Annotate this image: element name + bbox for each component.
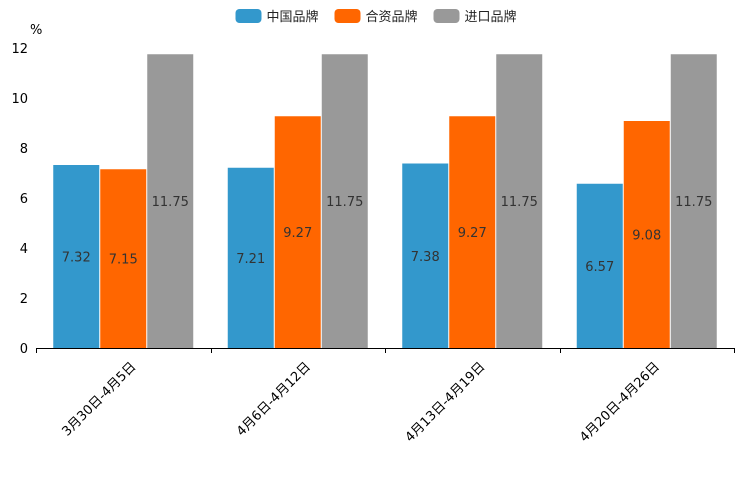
bar — [321, 54, 368, 348]
x-tick-label: 4月20日-4月26日 — [577, 360, 663, 446]
x-tick-label: 4月6日-4月12日 — [234, 360, 314, 440]
bar — [227, 167, 274, 348]
bar-value-label: 11.75 — [152, 195, 189, 210]
y-tick-label: 10 — [11, 92, 28, 107]
bar-value-label: 7.21 — [236, 252, 265, 267]
bar — [100, 169, 147, 348]
bar — [576, 183, 623, 348]
bar — [449, 116, 496, 348]
y-tick-label: 6 — [20, 192, 28, 207]
bar — [402, 163, 449, 348]
bar — [623, 121, 670, 348]
legend-swatch[interactable] — [235, 9, 262, 23]
y-tick-label: 12 — [11, 42, 28, 57]
bar-value-label: 9.27 — [283, 226, 312, 241]
legend-swatch[interactable] — [433, 9, 460, 23]
y-tick-label: 0 — [20, 342, 28, 357]
bar — [274, 116, 321, 348]
y-tick-label: 8 — [20, 142, 28, 157]
y-tick-label: 2 — [20, 292, 28, 307]
y-axis: 0 2 4 6 8 10 12 — [11, 42, 28, 357]
x-tick-label: 4月13日-4月19日 — [403, 360, 489, 446]
x-axis: 3月30日-4月5日 4月6日-4月12日 4月13日-4月19日 4月20日-4月2… — [36, 348, 735, 445]
bar-value-label: 7.32 — [62, 251, 91, 266]
bar-value-label: 6.57 — [585, 260, 614, 275]
legend-label[interactable]: 进口品牌 — [465, 9, 517, 25]
bar-value-label: 7.38 — [411, 250, 440, 265]
bars — [53, 54, 717, 348]
bar-value-label: 11.75 — [675, 195, 712, 210]
bar — [147, 54, 194, 348]
legend-label[interactable]: 中国品牌 — [267, 9, 319, 25]
bar-value-label: 9.27 — [458, 226, 487, 241]
legend-swatch[interactable] — [334, 9, 361, 23]
x-tick-label: 3月30日-4月5日 — [59, 360, 139, 440]
bar-value-label: 11.75 — [501, 195, 538, 210]
bar — [496, 54, 543, 348]
y-axis-unit: % — [30, 23, 42, 38]
bar — [670, 54, 717, 348]
bar-value-label: 11.75 — [326, 195, 363, 210]
bar-value-label: 7.15 — [109, 253, 138, 268]
bar — [53, 165, 100, 348]
legend-label[interactable]: 合资品牌 — [366, 9, 418, 25]
y-tick-label: 4 — [20, 242, 28, 257]
legend: 中国品牌 合资品牌 进口品牌 — [235, 9, 517, 25]
bar-labels: 7.32 7.15 11.75 7.21 9.27 11.75 7.38 9.27 11.75 6… — [62, 195, 713, 275]
bar-value-label: 9.08 — [632, 229, 661, 244]
